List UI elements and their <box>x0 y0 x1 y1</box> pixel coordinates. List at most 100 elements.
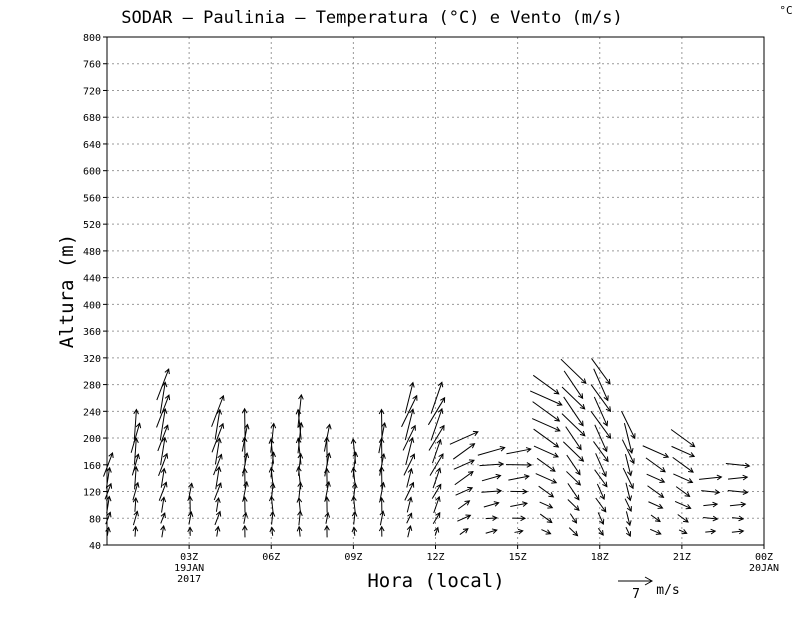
wind-arrow <box>731 528 745 535</box>
wind-arrow-head <box>295 437 302 444</box>
wind-arrow <box>453 459 475 470</box>
wind-arrow-head <box>161 436 168 443</box>
wind-arrow-shaft <box>211 423 224 453</box>
wind-arrow-shaft <box>647 485 664 498</box>
wind-arrow-shaft <box>514 530 523 533</box>
wind-arrow <box>539 513 553 524</box>
wind-arrow-shaft <box>158 453 168 476</box>
wind-arrow <box>432 467 442 489</box>
wind-arrow <box>568 527 579 537</box>
y-tick-label: 640 <box>83 140 101 151</box>
wind-arrow-head <box>407 512 413 519</box>
wind-arrow <box>214 525 221 537</box>
wind-arrow-head <box>688 467 694 473</box>
wind-arrow-head <box>163 424 169 431</box>
wind-arrow-head <box>435 495 441 502</box>
wind-arrow <box>646 473 666 483</box>
wind-arrow-head <box>160 496 167 503</box>
wind-arrow-shaft <box>403 453 415 476</box>
wind-arrow-shaft <box>160 437 166 466</box>
y-tick-label: 480 <box>83 247 101 258</box>
wind-arrow-head <box>161 381 168 388</box>
y-tick-label: 800 <box>83 33 101 44</box>
wind-arrow-head <box>712 515 719 522</box>
wind-arrow-head <box>160 467 167 474</box>
wind-arrow <box>593 368 609 402</box>
wind-arrow-head <box>687 478 694 484</box>
wind-arrow-head <box>106 511 112 518</box>
wind-arrow <box>678 529 688 535</box>
wind-arrow-head <box>575 469 581 476</box>
wind-arrow-shaft <box>134 466 137 490</box>
wind-arrow-shaft <box>132 482 139 501</box>
y-tick-label: 280 <box>83 381 101 392</box>
wind-arrow-shaft <box>597 527 604 536</box>
wind-arrow-shaft <box>160 512 166 524</box>
wind-arrow <box>536 457 556 472</box>
wind-arrow-head <box>132 496 139 503</box>
wind-arrow-head <box>378 408 385 415</box>
wind-arrow <box>567 483 580 501</box>
y-tick-label: 160 <box>83 461 101 472</box>
wind-arrow-shaft <box>625 482 631 501</box>
wind-arrow-shaft <box>596 483 605 500</box>
wind-arrow-shaft <box>434 527 439 536</box>
wind-arrow <box>590 384 612 413</box>
wind-arrow <box>624 498 632 513</box>
wind-arrow-shaft <box>593 441 609 462</box>
wind-arrow-shaft <box>134 497 137 512</box>
wind-arrow-head <box>603 395 609 402</box>
wind-arrow-shaft <box>506 448 531 455</box>
wind-arrow <box>561 386 586 410</box>
wind-arrow-shaft <box>242 481 248 502</box>
y-tick-label: 320 <box>83 354 101 365</box>
wind-arrow-shaft <box>161 497 165 513</box>
wind-arrow-head <box>108 452 114 459</box>
wind-arrow <box>595 497 607 513</box>
wind-arrow <box>378 496 385 512</box>
wind-arrow-head <box>379 510 386 517</box>
wind-arrow-head <box>436 438 442 445</box>
wind-arrow-shaft <box>160 468 165 488</box>
wind-arrow <box>703 501 719 508</box>
wind-arrow <box>297 393 304 428</box>
wind-arrow <box>705 528 717 535</box>
wind-arrow-shaft <box>541 529 551 535</box>
wind-arrow-shaft <box>510 502 528 508</box>
x-tick-sublabel: 19JAN <box>174 563 204 574</box>
x-tick-sublabel: 2017 <box>177 574 201 585</box>
wind-arrow-head <box>132 525 139 532</box>
wind-arrow <box>378 408 385 440</box>
wind-arrow-shaft <box>539 513 553 523</box>
wind-arrow <box>454 470 474 486</box>
wind-arrow <box>187 526 193 536</box>
wind-arrow-shaft <box>407 525 412 538</box>
wind-arrow-head <box>523 474 530 480</box>
wind-arrow <box>459 528 469 535</box>
wind-arrow-shaft <box>459 528 469 535</box>
wind-arrow-shaft <box>594 424 608 452</box>
wind-arrow-head <box>297 452 304 459</box>
wind-arrow <box>160 496 167 513</box>
wind-arrow-shaft <box>703 503 718 507</box>
wind-arrow-shaft <box>379 482 384 501</box>
wind-arrow-shaft <box>568 527 578 537</box>
wind-arrow <box>621 439 635 465</box>
wind-arrow-head <box>630 433 636 440</box>
wind-arrow-shaft <box>673 473 693 483</box>
wind-arrow-head <box>270 422 277 429</box>
wind-arrow-shaft <box>485 517 497 520</box>
wind-arrow-shaft <box>401 395 418 428</box>
wind-arrow <box>430 407 444 441</box>
wind-arrow-head <box>106 482 113 489</box>
wind-arrow-head <box>554 416 561 422</box>
wind-arrow-shaft <box>270 423 275 453</box>
wind-arrow-shaft <box>479 463 504 467</box>
wind-arrow <box>732 515 745 522</box>
wind-arrow-head <box>324 524 330 531</box>
wind-arrow-head <box>407 467 414 474</box>
y-tick-label: 360 <box>83 327 101 338</box>
wind-arrow-head <box>164 368 170 375</box>
wind-arrow-shaft <box>623 423 633 454</box>
wind-arrow <box>457 500 471 510</box>
